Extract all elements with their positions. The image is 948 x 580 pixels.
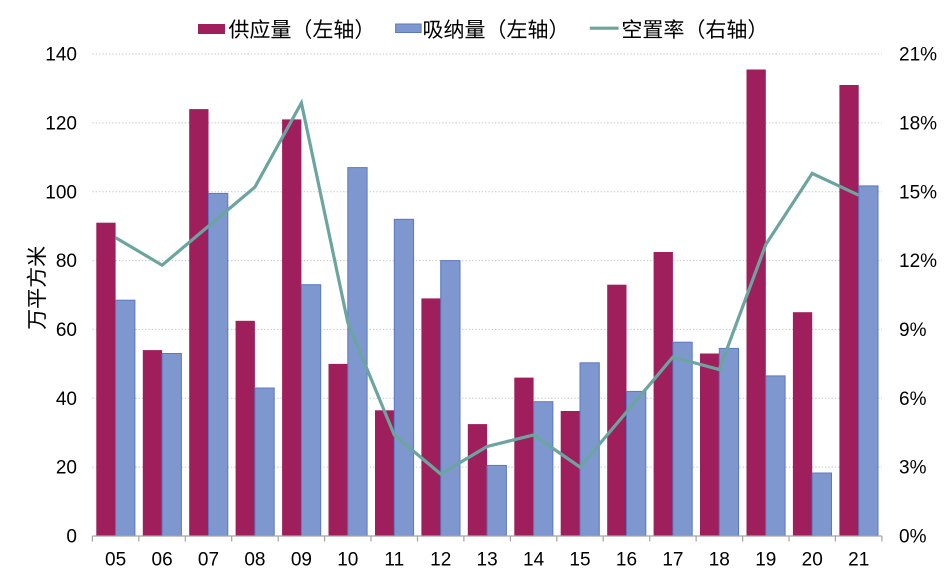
svg-text:140: 140 xyxy=(45,45,77,66)
svg-text:3%: 3% xyxy=(899,458,927,479)
svg-text:08: 08 xyxy=(244,549,265,570)
svg-text:21%: 21% xyxy=(899,45,937,66)
svg-text:07: 07 xyxy=(198,549,219,570)
svg-text:9%: 9% xyxy=(899,320,927,341)
svg-text:16: 16 xyxy=(616,549,637,570)
svg-text:18%: 18% xyxy=(899,114,937,135)
svg-text:0%: 0% xyxy=(899,527,927,548)
svg-text:09: 09 xyxy=(291,549,312,570)
svg-text:120: 120 xyxy=(45,114,77,135)
svg-text:21: 21 xyxy=(848,549,869,570)
svg-text:40: 40 xyxy=(56,389,77,410)
svg-text:19: 19 xyxy=(755,549,776,570)
svg-text:14: 14 xyxy=(523,549,545,570)
svg-text:6%: 6% xyxy=(899,389,927,410)
svg-text:100: 100 xyxy=(45,182,77,203)
svg-text:15%: 15% xyxy=(899,182,937,203)
svg-text:0: 0 xyxy=(66,527,77,548)
svg-text:80: 80 xyxy=(56,251,77,272)
svg-text:20: 20 xyxy=(802,549,823,570)
svg-text:11: 11 xyxy=(384,549,404,570)
svg-text:12%: 12% xyxy=(899,251,937,272)
svg-text:10: 10 xyxy=(337,549,358,570)
svg-text:06: 06 xyxy=(152,549,173,570)
svg-text:15: 15 xyxy=(569,549,590,570)
svg-text:20: 20 xyxy=(56,458,77,479)
svg-text:12: 12 xyxy=(430,549,451,570)
svg-text:60: 60 xyxy=(56,320,77,341)
svg-text:13: 13 xyxy=(477,549,498,570)
svg-text:17: 17 xyxy=(662,549,683,570)
svg-text:18: 18 xyxy=(709,549,730,570)
svg-text:05: 05 xyxy=(105,549,126,570)
